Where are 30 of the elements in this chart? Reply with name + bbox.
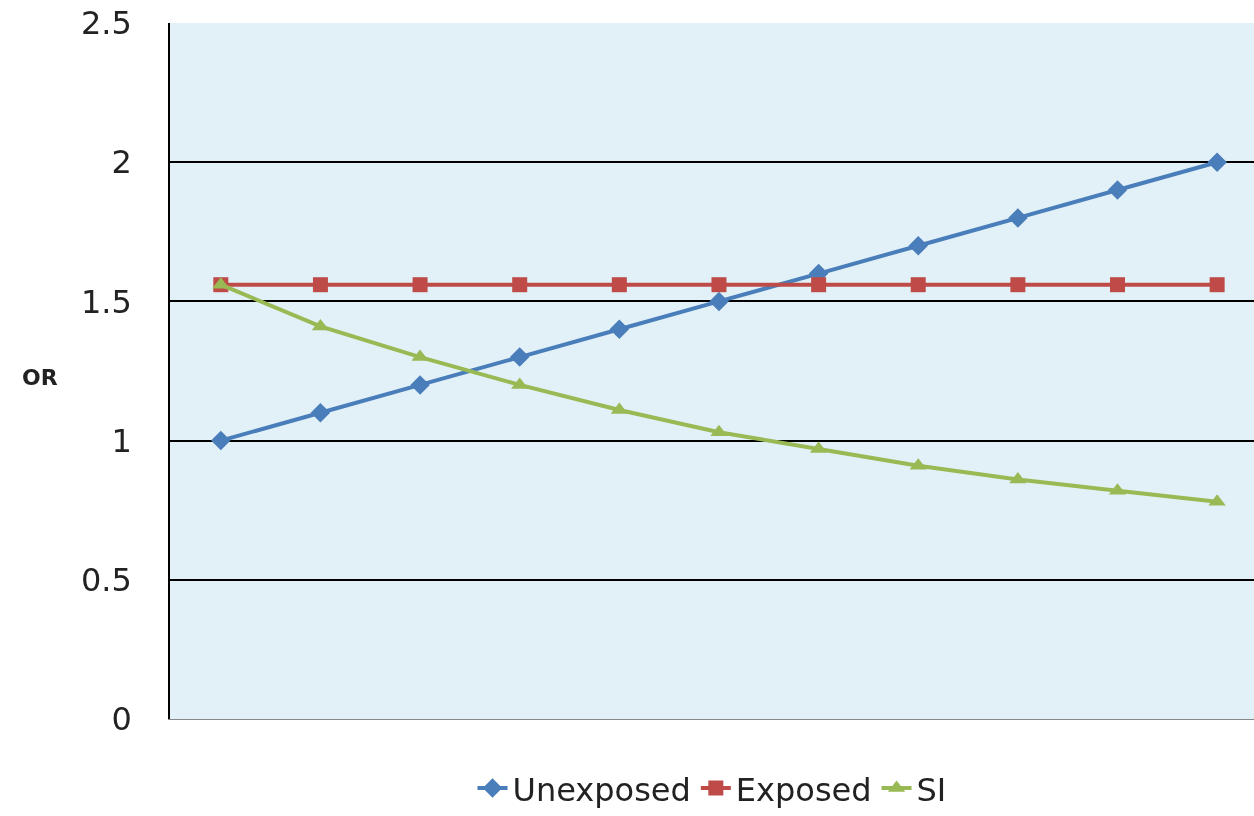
point [211, 430, 231, 451]
point [410, 375, 430, 395]
y-tick-label: 2.5 [80, 4, 132, 43]
point [310, 403, 331, 423]
point [709, 291, 729, 312]
point [1107, 180, 1128, 200]
y-tick-label: 2 [111, 143, 132, 182]
point [412, 277, 428, 293]
point [908, 235, 928, 256]
point [711, 277, 727, 293]
point [910, 277, 926, 293]
point [609, 319, 630, 339]
point [611, 277, 627, 293]
point [1010, 277, 1026, 293]
y-tick-label: 0.5 [80, 561, 132, 599]
point [1209, 277, 1225, 293]
y-axis-title: OR [22, 365, 58, 390]
point [512, 277, 528, 293]
legend-label: SI [916, 770, 947, 809]
point [509, 347, 530, 367]
y-tick-label: 0 [111, 700, 132, 739]
legend-label: Exposed [735, 770, 872, 809]
point [1008, 208, 1028, 228]
point [312, 277, 328, 293]
y-tick-label: 1 [111, 421, 132, 460]
point [811, 277, 827, 293]
point [1207, 152, 1227, 172]
legend-label: Unexposed [512, 770, 691, 809]
point [1110, 277, 1125, 293]
y-tick-label: 1.5 [80, 282, 132, 321]
